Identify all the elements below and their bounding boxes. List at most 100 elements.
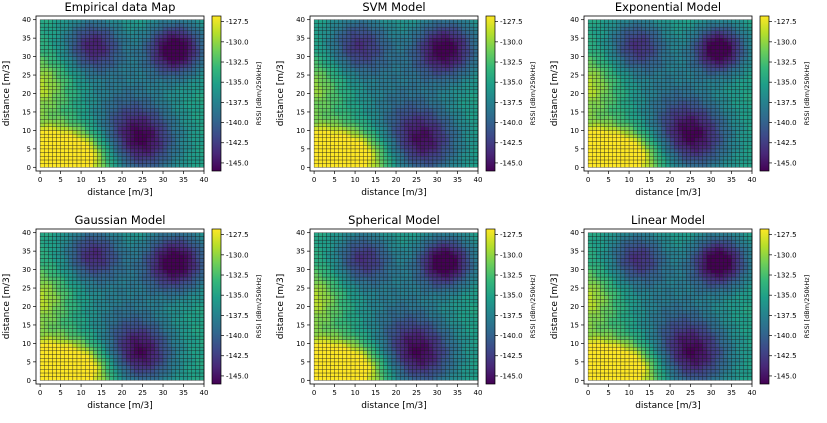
heatmap-cell xyxy=(130,68,134,72)
heatmap-cell xyxy=(736,160,740,164)
heatmap-cell xyxy=(633,23,637,27)
heatmap-cell xyxy=(748,130,752,134)
heatmap-cell xyxy=(69,127,73,131)
heatmap-cell xyxy=(711,75,715,79)
heatmap-cell xyxy=(470,68,474,72)
heatmap-cell xyxy=(48,156,52,160)
heatmap-cell xyxy=(130,141,134,145)
heatmap-cell xyxy=(748,112,752,116)
heatmap-cell xyxy=(339,130,343,134)
heatmap-cell xyxy=(184,60,188,64)
heatmap-cell xyxy=(330,68,334,72)
heatmap-cell xyxy=(192,38,196,42)
heatmap-cell xyxy=(77,105,81,109)
heatmap-cell xyxy=(695,134,699,138)
heatmap-cell xyxy=(376,119,380,123)
heatmap-cell xyxy=(179,57,183,61)
heatmap-cell xyxy=(363,134,367,138)
heatmap-cell xyxy=(592,145,596,149)
heatmap-cell xyxy=(359,149,363,153)
heatmap-cell xyxy=(48,31,52,35)
heatmap-cell xyxy=(93,68,97,72)
heatmap-cell xyxy=(474,101,478,105)
heatmap-cell xyxy=(163,38,167,42)
heatmap-cell xyxy=(196,145,200,149)
heatmap-cell xyxy=(40,94,44,98)
heatmap-cell xyxy=(404,82,408,86)
heatmap-cell xyxy=(727,94,731,98)
heatmap-cell xyxy=(641,75,645,79)
heatmap-cell xyxy=(343,112,347,116)
heatmap-cell xyxy=(715,127,719,131)
heatmap-cell xyxy=(650,138,654,142)
heatmap-cell xyxy=(408,53,412,57)
heatmap-cell xyxy=(192,105,196,109)
heatmap-cell xyxy=(376,75,380,79)
heatmap-cell xyxy=(404,141,408,145)
heatmap-cell xyxy=(73,377,77,381)
heatmap-cell xyxy=(412,112,416,116)
heatmap-cell xyxy=(388,153,392,157)
y-tick-label: 30 xyxy=(22,53,31,61)
heatmap-cell xyxy=(744,64,748,68)
heatmap-cell xyxy=(429,23,433,27)
heatmap-cell xyxy=(429,75,433,79)
heatmap-cell xyxy=(396,156,400,160)
heatmap-cell xyxy=(392,108,396,112)
heatmap-cell xyxy=(155,86,159,90)
heatmap-cell xyxy=(188,94,192,98)
heatmap-cell xyxy=(89,377,93,381)
heatmap-cell xyxy=(707,149,711,153)
heatmap-cell xyxy=(662,97,666,101)
heatmap-cell xyxy=(196,31,200,35)
heatmap-cell xyxy=(412,156,416,160)
heatmap-cell xyxy=(102,112,106,116)
heatmap-cell xyxy=(629,49,633,53)
heatmap-cell xyxy=(69,75,73,79)
heatmap-cell xyxy=(163,94,167,98)
heatmap-cell xyxy=(691,130,695,134)
heatmap-cell xyxy=(417,101,421,105)
heatmap-cell xyxy=(633,149,637,153)
heatmap-cell xyxy=(658,94,662,98)
heatmap-cell xyxy=(425,153,429,157)
heatmap-cell xyxy=(65,164,69,168)
heatmap-cell xyxy=(686,160,690,164)
heatmap-cell xyxy=(367,27,371,31)
heatmap-cell xyxy=(604,64,608,68)
heatmap-cell xyxy=(417,60,421,64)
heatmap-cell xyxy=(40,49,44,53)
heatmap-cell xyxy=(474,134,478,138)
heatmap-cell xyxy=(719,53,723,57)
heatmap-cell xyxy=(449,38,453,42)
heatmap-cell xyxy=(192,82,196,86)
heatmap-cell xyxy=(118,156,122,160)
heatmap-cell xyxy=(388,34,392,38)
x-tick-label: 20 xyxy=(118,176,127,184)
heatmap-cell xyxy=(421,153,425,157)
heatmap-cell xyxy=(441,60,445,64)
heatmap-cell xyxy=(48,134,52,138)
heatmap-cell xyxy=(44,79,48,83)
heatmap-cell xyxy=(408,27,412,31)
heatmap-cell xyxy=(474,34,478,38)
heatmap-cell xyxy=(40,145,44,149)
heatmap-cell xyxy=(400,23,404,27)
heatmap-cell xyxy=(106,134,110,138)
heatmap-cell xyxy=(453,156,457,160)
heatmap-cell xyxy=(748,46,752,50)
heatmap-cell xyxy=(339,145,343,149)
heatmap-cell xyxy=(474,127,478,131)
heatmap-cell xyxy=(192,138,196,142)
heatmap-cell xyxy=(462,119,466,123)
heatmap-cell xyxy=(89,49,93,53)
heatmap-cell xyxy=(126,86,130,90)
heatmap-cell xyxy=(314,127,318,131)
heatmap-cell xyxy=(723,134,727,138)
heatmap-cell xyxy=(736,71,740,75)
heatmap-cell xyxy=(322,156,326,160)
heatmap-cell xyxy=(421,90,425,94)
heatmap-cell xyxy=(453,119,457,123)
heatmap-cell xyxy=(723,31,727,35)
heatmap-cell xyxy=(437,27,441,31)
